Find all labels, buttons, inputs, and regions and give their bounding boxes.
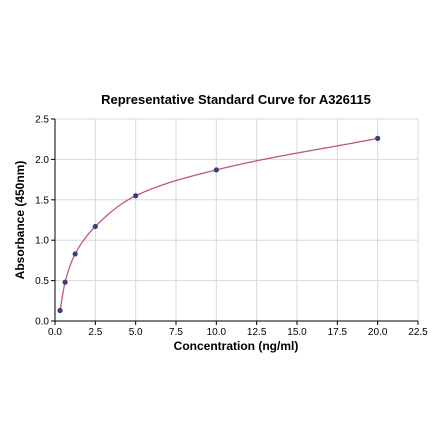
x-tick-label: 10.0 xyxy=(207,327,227,338)
data-point xyxy=(92,223,98,230)
data-point xyxy=(133,193,139,199)
x-tick-label: 7.5 xyxy=(169,327,183,338)
y-tick-label: 1.5 xyxy=(35,195,49,206)
chart-title: Representative Standard Curve for A32611… xyxy=(101,92,371,107)
data-point xyxy=(57,307,63,314)
x-tick-label: 0.0 xyxy=(48,327,62,338)
y-tick-label: 0.0 xyxy=(35,317,49,328)
data-point xyxy=(62,279,68,285)
x-tick-label: 17.5 xyxy=(328,327,348,338)
data-point xyxy=(375,135,381,141)
x-tick-label: 20.0 xyxy=(368,327,388,338)
axes: 0.0 2.5 5.0 7.5 10.0 12.5 15.0 17.5 20.0 22.5 0.0 0… xyxy=(35,115,428,339)
y-tick-label: 2.0 xyxy=(35,155,49,166)
data-points xyxy=(57,135,381,314)
y-tick-label: 0.5 xyxy=(35,276,49,287)
plot-area xyxy=(54,118,419,322)
data-point xyxy=(72,251,78,257)
y-tick-label: 2.5 xyxy=(35,115,49,126)
fit-curve xyxy=(59,137,378,311)
x-tick-label: 2.5 xyxy=(88,327,102,338)
fit-curve-layer xyxy=(59,137,378,311)
x-tick-label: 5.0 xyxy=(129,327,143,338)
x-tick-label: 22.5 xyxy=(408,327,428,338)
x-tick-label: 12.5 xyxy=(247,327,267,338)
x-axis-label: Concentration (ng/ml) xyxy=(174,339,299,353)
data-point xyxy=(213,167,219,173)
y-axis-label: Absorbance (450nm) xyxy=(13,161,27,280)
y-tick-label: 1.0 xyxy=(35,236,49,247)
x-tick-label: 15.0 xyxy=(287,327,307,338)
